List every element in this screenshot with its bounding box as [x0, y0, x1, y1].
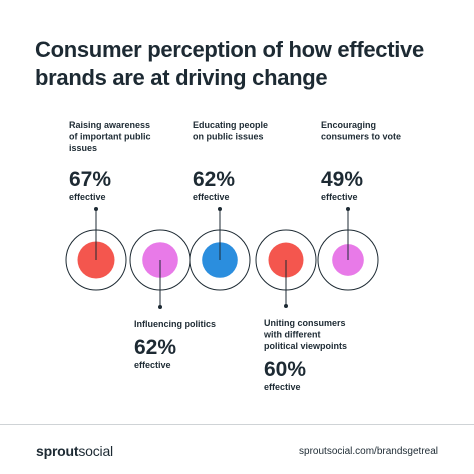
- value-label-1: 67%: [69, 168, 111, 191]
- category-label-1: issues: [69, 143, 97, 153]
- title-line-1: Consumer perception of how effective: [35, 37, 424, 62]
- value-label-5: 49%: [321, 168, 363, 191]
- unit-label-5: effective: [321, 192, 358, 202]
- value-label-3: 62%: [193, 168, 235, 191]
- title-line-2: brands are at driving change: [35, 65, 328, 90]
- chart-title: Consumer perception of how effective bra…: [35, 36, 445, 92]
- leader-dot-5: [346, 207, 350, 211]
- leader-dot-4: [284, 304, 288, 308]
- category-label-1: Raising awareness: [69, 120, 150, 130]
- category-label-4: political viewpoints: [264, 341, 347, 351]
- sprout-social-logo: sproutsocial: [36, 443, 113, 459]
- unit-label-3: effective: [193, 192, 230, 202]
- leader-dot-2: [158, 305, 162, 309]
- category-label-4: Uniting consumers: [264, 318, 346, 328]
- category-label-4: with different: [263, 330, 321, 340]
- category-label-3: Educating people: [193, 120, 268, 130]
- category-label-5: Encouraging: [321, 120, 376, 130]
- category-label-2: Influencing politics: [134, 319, 216, 329]
- category-label-5: consumers to vote: [321, 132, 401, 142]
- unit-label-4: effective: [264, 382, 301, 392]
- unit-label-1: effective: [69, 192, 106, 202]
- category-label-1: of important public: [69, 132, 151, 142]
- footer-url[interactable]: sproutsocial.com/brandsgetreal: [299, 446, 438, 457]
- unit-label-2: effective: [134, 360, 171, 370]
- category-label-3: on public issues: [193, 132, 264, 142]
- footer-divider: [0, 424, 474, 425]
- value-label-2: 62%: [134, 336, 176, 359]
- value-label-4: 60%: [264, 358, 306, 381]
- leader-dot-1: [94, 207, 98, 211]
- leader-dot-3: [218, 207, 222, 211]
